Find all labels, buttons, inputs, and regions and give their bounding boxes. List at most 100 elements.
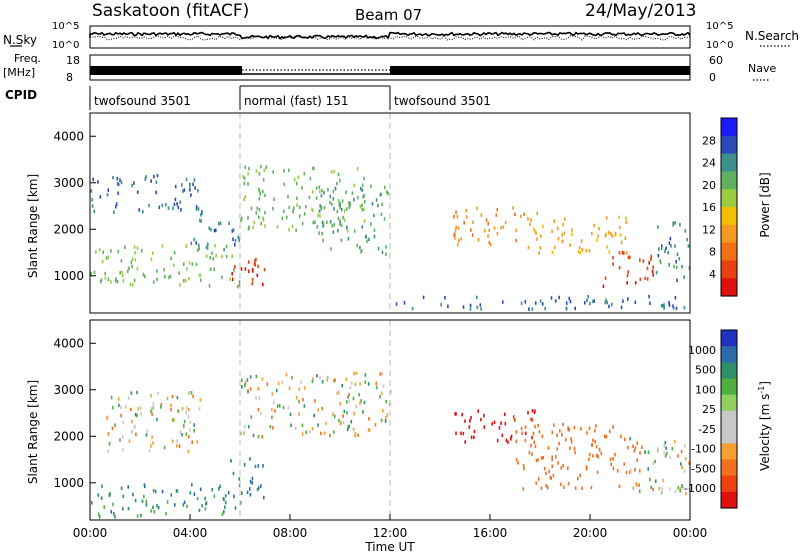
heatmap-cell [454, 412, 456, 416]
heatmap-cell [98, 515, 101, 519]
heatmap-cell [557, 226, 559, 230]
heatmap-cell [144, 484, 146, 489]
heatmap-cell [118, 403, 120, 408]
heatmap-cell [240, 385, 243, 389]
heatmap-cell [102, 250, 104, 254]
heatmap-cell [522, 463, 525, 468]
heatmap-cell [648, 294, 650, 299]
heatmap-cell [221, 254, 223, 259]
heatmap-cell [273, 197, 275, 201]
heatmap-cell [255, 374, 258, 379]
heatmap-cell [663, 444, 665, 448]
heatmap-cell [258, 486, 260, 490]
heatmap-cell [116, 181, 119, 186]
heatmap-cell [152, 402, 155, 406]
heatmap-cell [179, 430, 182, 434]
heatmap-cell [535, 481, 537, 485]
heatmap-cell [554, 299, 557, 303]
heatmap-cell [652, 461, 654, 465]
heatmap-cell [363, 176, 365, 181]
heatmap-cell [568, 296, 571, 301]
heatmap-cell [688, 461, 690, 465]
velocity-ytick-label: 4000 [53, 336, 84, 350]
heatmap-cell [591, 231, 593, 236]
heatmap-cell [504, 421, 507, 426]
heatmap-cell [152, 505, 154, 510]
heatmap-cell [185, 177, 188, 182]
heatmap-cell [134, 251, 136, 255]
heatmap-cell [204, 507, 207, 511]
heatmap-cell [249, 457, 251, 461]
x-axis-label: Time UT [364, 540, 415, 554]
heatmap-cell [164, 275, 166, 279]
heatmap-cell [361, 188, 364, 192]
heatmap-cell [687, 244, 690, 248]
heatmap-cell [578, 246, 581, 250]
power-colorbar-swatch [721, 189, 737, 208]
heatmap-cell [350, 420, 353, 424]
heatmap-cell [177, 409, 179, 413]
heatmap-cell [664, 249, 666, 254]
heatmap-cell [281, 216, 284, 221]
heatmap-cell [524, 431, 527, 436]
heatmap-cell [332, 189, 335, 194]
heatmap-cell [249, 375, 252, 379]
heatmap-cell [555, 455, 557, 459]
heatmap-cell [263, 267, 266, 272]
power-panel-frame [89, 112, 691, 314]
heatmap-cell [681, 465, 683, 470]
power-colorbar-frame [720, 117, 738, 297]
heatmap-cell [183, 188, 186, 192]
heatmap-cell [588, 426, 591, 430]
heatmap-cell [495, 213, 498, 217]
heatmap-cell [141, 249, 143, 253]
heatmap-cell [496, 232, 499, 236]
heatmap-cell [665, 451, 668, 456]
heatmap-cell [323, 431, 326, 435]
heatmap-cell [295, 396, 298, 400]
heatmap-cell [364, 199, 366, 204]
heatmap-cell [686, 237, 688, 242]
heatmap-cell [122, 507, 124, 511]
heatmap-cell [247, 216, 249, 220]
heatmap-cell [487, 234, 489, 238]
heatmap-cell [276, 388, 278, 393]
freq-bar-segment [90, 66, 242, 75]
heatmap-cell [444, 296, 446, 300]
heatmap-cell [263, 495, 265, 500]
heatmap-cell [127, 269, 129, 273]
heatmap-cell [188, 391, 190, 395]
heatmap-cell [352, 396, 355, 401]
heatmap-cell [586, 298, 588, 303]
heatmap-cell [288, 228, 290, 232]
heatmap-cell [309, 176, 312, 181]
freq-tick-top: 18 [66, 54, 80, 67]
heatmap-cell [671, 447, 674, 451]
heatmap-cell [288, 168, 290, 172]
heatmap-cell [629, 436, 631, 441]
heatmap-cell [231, 229, 234, 233]
heatmap-cell [667, 250, 669, 255]
heatmap-cell [567, 466, 569, 470]
heatmap-cell [462, 431, 465, 436]
heatmap-cell [533, 440, 535, 444]
heatmap-cell [311, 427, 314, 431]
heatmap-cell [483, 425, 486, 429]
heatmap-cell [600, 451, 603, 456]
heatmap-cell [231, 254, 233, 258]
heatmap-cell [160, 405, 162, 409]
heatmap-cell [359, 246, 361, 250]
heatmap-cell [169, 274, 172, 279]
heatmap-cell [173, 417, 175, 422]
heatmap-cell [561, 233, 563, 237]
heatmap-cell [354, 382, 357, 386]
heatmap-cell [586, 431, 588, 435]
heatmap-cell [254, 464, 257, 469]
heatmap-cell [262, 282, 264, 287]
heatmap-cell [115, 202, 118, 206]
heatmap-cell [257, 407, 260, 412]
heatmap-cell [565, 307, 568, 311]
heatmap-cell [364, 373, 367, 377]
heatmap-cell [665, 446, 667, 450]
heatmap-cell [305, 430, 307, 434]
